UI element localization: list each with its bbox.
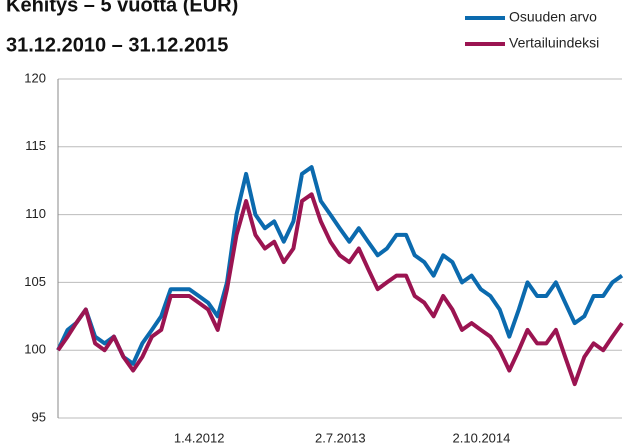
y-tick-label: 120 (24, 70, 46, 85)
chart-title: Kehitys – 5 vuotta (EUR) (6, 0, 238, 16)
x-tick-label: 2.7.2013 (315, 430, 366, 445)
y-tick-label: 110 (25, 206, 46, 221)
y-tick-label: 105 (24, 274, 46, 289)
legend-label: Vertailuindeksi (509, 35, 599, 51)
x-tick-label: 2.10.2014 (453, 430, 511, 445)
series-line (56, 165, 624, 366)
legend-label: Osuuden arvo (509, 9, 597, 25)
series-line (56, 192, 624, 387)
y-tick-label: 100 (24, 342, 46, 357)
x-tick-label: 1.4.2012 (174, 430, 225, 445)
y-tick-label: 115 (25, 138, 46, 153)
y-tick-label: 95 (32, 409, 46, 424)
chart-subtitle: 31.12.2010 – 31.12.2015 (6, 34, 228, 56)
